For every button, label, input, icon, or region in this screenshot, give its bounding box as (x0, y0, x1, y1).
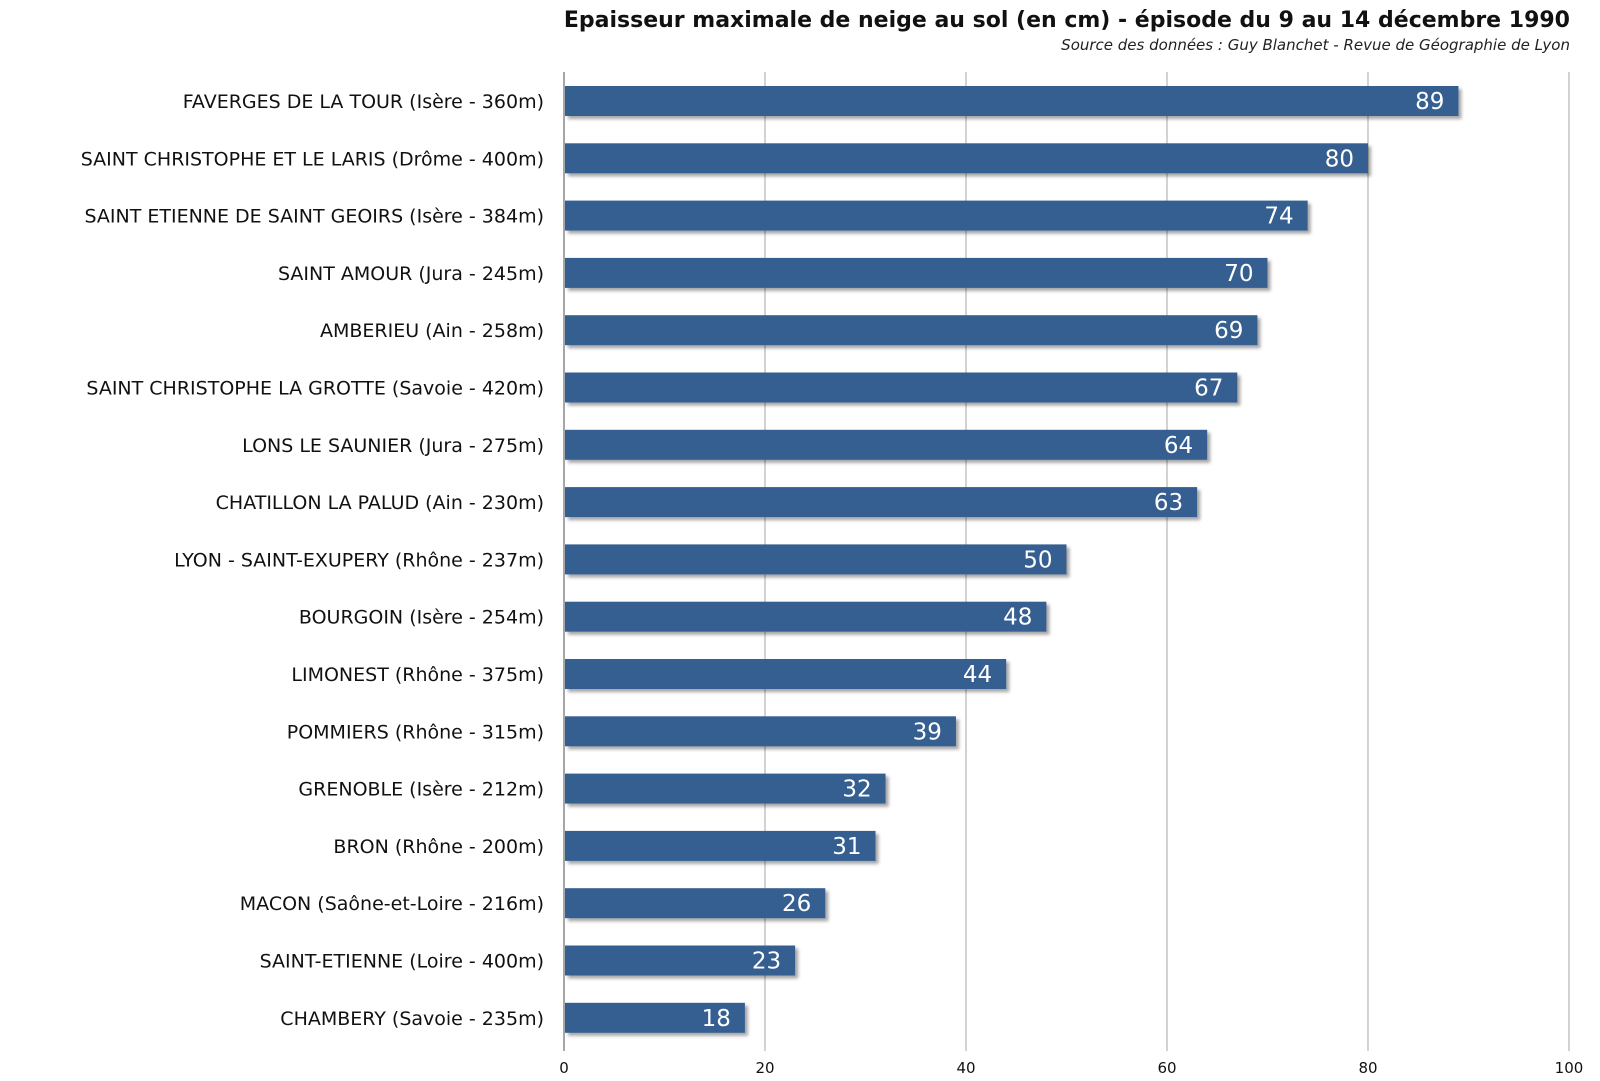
bar-value-label: 23 (752, 949, 781, 975)
bar-value-label: 74 (1264, 204, 1293, 230)
bar (565, 257, 1268, 288)
bar (565, 1002, 745, 1033)
bar-value-label: 32 (842, 777, 871, 803)
bar (565, 200, 1308, 231)
bar (565, 315, 1258, 346)
bar (565, 830, 876, 861)
bar (565, 143, 1368, 174)
bar-value-label: 64 (1164, 433, 1193, 459)
bar (565, 601, 1047, 632)
bar (565, 372, 1238, 403)
category-label: AMBERIEU (Ain - 258m) (320, 320, 544, 342)
category-label: CHAMBERY (Savoie - 235m) (280, 1008, 544, 1030)
bar (565, 716, 956, 747)
bar-value-label: 18 (702, 1006, 731, 1032)
x-tick-label: 80 (1358, 1059, 1377, 1077)
bar (565, 544, 1067, 575)
category-label: GRENOBLE (Isère - 212m) (298, 779, 544, 801)
category-label: SAINT CHRISTOPHE ET LE LARIS (Drôme - 40… (81, 148, 544, 170)
x-tick-label: 0 (559, 1059, 569, 1077)
category-label: BRON (Rhône - 200m) (333, 836, 544, 858)
bar-value-label: 89 (1415, 89, 1444, 115)
category-label: SAINT ETIENNE DE SAINT GEOIRS (Isère - 3… (84, 206, 544, 228)
bar-value-label: 63 (1154, 490, 1183, 516)
bar (565, 888, 826, 919)
bar-value-label: 67 (1194, 376, 1223, 402)
bar (565, 429, 1208, 460)
bar (565, 773, 886, 804)
x-tick-label: 20 (755, 1059, 774, 1077)
x-tick-label: 40 (956, 1059, 975, 1077)
bar-value-label: 50 (1023, 547, 1052, 573)
chart-title: Epaisseur maximale de neige au sol (en c… (563, 8, 1570, 33)
category-label: SAINT CHRISTOPHE LA GROTTE (Savoie - 420… (86, 378, 544, 400)
chart-subtitle: Source des données : Guy Blanchet - Revu… (1061, 36, 1570, 54)
category-label: SAINT AMOUR (Jura - 245m) (278, 263, 544, 285)
category-label: MACON (Saône-et-Loire - 216m) (240, 893, 544, 915)
bar (565, 659, 1007, 689)
bar-value-label: 70 (1224, 261, 1253, 287)
bar (565, 487, 1198, 518)
category-label: POMMIERS (Rhône - 315m) (287, 721, 544, 743)
bar-value-label: 39 (913, 719, 942, 745)
bar-value-label: 69 (1214, 318, 1243, 344)
category-label: LONS LE SAUNIER (Jura - 275m) (242, 435, 544, 457)
category-label: CHATILLON LA PALUD (Ain - 230m) (216, 492, 544, 514)
bar-value-label: 26 (782, 891, 811, 917)
category-label: FAVERGES DE LA TOUR (Isère - 360m) (183, 91, 544, 113)
bar-value-label: 80 (1325, 146, 1354, 172)
category-label: SAINT-ETIENNE (Loire - 400m) (260, 951, 544, 973)
bar (565, 945, 796, 976)
bar-value-label: 31 (832, 834, 861, 860)
bar-value-label: 48 (1003, 605, 1032, 631)
category-label: LYON - SAINT-EXUPERY (Rhône - 237m) (174, 549, 544, 571)
x-tick-label: 60 (1157, 1059, 1176, 1077)
category-label: LIMONEST (Rhône - 375m) (291, 664, 544, 686)
x-tick-label: 100 (1555, 1059, 1584, 1077)
category-label: BOURGOIN (Isère - 254m) (299, 607, 544, 629)
bar (565, 86, 1459, 116)
bar-value-label: 44 (963, 662, 992, 688)
